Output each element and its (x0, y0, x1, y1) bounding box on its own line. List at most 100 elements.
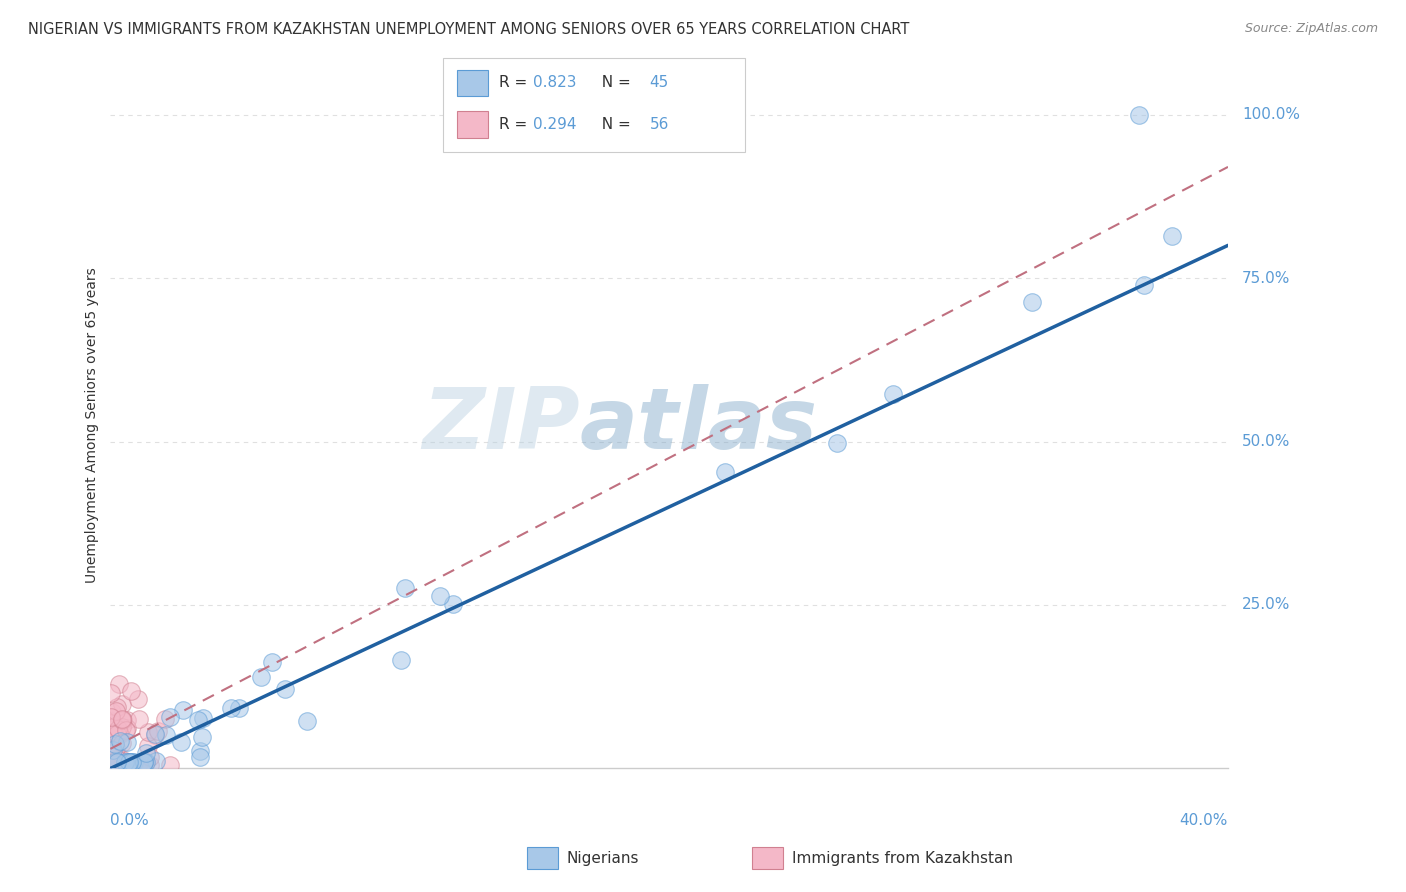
Point (104, 737, 127, 751)
Point (103, 743, 125, 757)
Point (825, 436, 848, 450)
Point (120, 684, 142, 698)
Point (1128, 107, 1150, 121)
Point (104, 728, 127, 742)
Point (104, 758, 127, 772)
Point (136, 739, 159, 754)
Point (103, 758, 125, 772)
Point (122, 758, 145, 772)
Text: R =: R = (499, 118, 533, 132)
Point (104, 719, 127, 733)
Point (112, 713, 135, 727)
Point (714, 466, 737, 480)
Point (1133, 278, 1156, 293)
Point (100, 715, 122, 730)
Point (114, 755, 136, 769)
Point (132, 755, 155, 769)
Point (249, 670, 271, 684)
Text: 0.294: 0.294 (533, 118, 576, 132)
Point (139, 758, 162, 772)
Point (105, 747, 128, 762)
Point (111, 714, 134, 728)
Point (155, 712, 177, 726)
Text: 100.0%: 100.0% (1241, 107, 1301, 122)
Text: Nigerians: Nigerians (567, 851, 640, 865)
Point (143, 726, 166, 740)
Point (134, 755, 156, 769)
Point (188, 749, 211, 764)
Point (127, 758, 149, 772)
Point (191, 730, 214, 744)
Point (1021, 294, 1043, 309)
Point (115, 721, 138, 735)
Point (110, 733, 132, 747)
Text: 0.823: 0.823 (533, 76, 576, 90)
Text: ZIP: ZIP (422, 384, 579, 467)
Point (108, 677, 131, 691)
Point (101, 758, 124, 772)
Point (295, 714, 318, 729)
Point (172, 703, 194, 717)
Text: 45: 45 (650, 76, 669, 90)
Point (100, 732, 122, 747)
Point (118, 755, 141, 769)
Point (135, 747, 157, 761)
Point (108, 727, 131, 741)
Point (111, 697, 134, 711)
Point (159, 758, 181, 772)
Point (145, 754, 167, 768)
Point (187, 713, 209, 727)
Point (134, 756, 156, 770)
Text: NIGERIAN VS IMMIGRANTS FROM KAZAKHSTAN UNEMPLOYMENT AMONG SENIORS OVER 65 YEARS : NIGERIAN VS IMMIGRANTS FROM KAZAKHSTAN U… (28, 22, 910, 37)
Point (105, 756, 128, 771)
Point (127, 758, 149, 772)
Text: Source: ZipAtlas.com: Source: ZipAtlas.com (1244, 22, 1378, 36)
Point (105, 700, 128, 714)
Point (127, 691, 149, 706)
Text: 75.0%: 75.0% (1241, 270, 1291, 285)
Point (104, 758, 127, 772)
Point (1161, 228, 1184, 243)
Point (117, 713, 139, 727)
Point (143, 728, 166, 742)
Point (101, 705, 124, 719)
Text: N =: N = (592, 76, 636, 90)
Point (394, 582, 416, 596)
Point (111, 736, 134, 750)
Point (105, 727, 128, 741)
Point (105, 752, 128, 766)
Point (155, 728, 177, 742)
Point (139, 750, 162, 764)
Y-axis label: Unemployment Among Seniors over 65 years: Unemployment Among Seniors over 65 years (86, 268, 100, 583)
Text: 0.0%: 0.0% (111, 813, 149, 828)
Point (101, 726, 124, 740)
Point (105, 758, 128, 772)
Point (882, 387, 904, 401)
Point (101, 756, 124, 771)
Point (104, 741, 127, 756)
Point (219, 700, 242, 714)
Point (111, 713, 134, 727)
Text: R =: R = (499, 76, 533, 90)
Point (429, 589, 451, 603)
Point (111, 753, 134, 767)
Point (170, 735, 193, 749)
Point (115, 755, 138, 769)
Point (105, 704, 128, 718)
Point (260, 655, 283, 669)
Point (228, 701, 250, 715)
Point (159, 710, 181, 724)
Point (100, 685, 122, 699)
Point (138, 725, 160, 739)
Point (441, 597, 464, 611)
Text: 25.0%: 25.0% (1241, 598, 1291, 613)
Point (389, 653, 412, 667)
Point (100, 758, 122, 772)
Point (132, 758, 155, 772)
Text: 40.0%: 40.0% (1180, 813, 1227, 828)
Point (115, 735, 138, 749)
Point (104, 749, 127, 764)
Point (188, 744, 211, 758)
Point (122, 755, 145, 769)
Point (118, 755, 141, 769)
